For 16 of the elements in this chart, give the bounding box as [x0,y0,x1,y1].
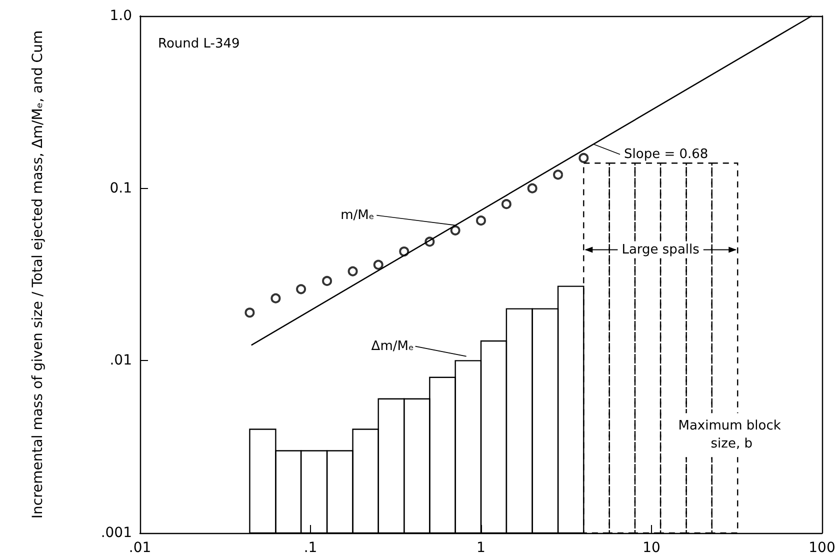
annotation: Round L-349 [158,36,240,52]
x-tick-label: .01 [128,540,152,555]
annotation: Maximum block size, b [678,418,786,452]
annotation: Large spalls [622,242,700,258]
annotation: Δm/Mₑ [371,338,414,354]
y-tick-label: 0.1 [110,180,132,196]
y-tick-label: .01 [110,352,132,369]
y-tick-label: .001 [100,525,132,541]
x-tick-label: 10 [642,540,660,555]
x-tick-label: .1 [304,540,318,555]
y-axis-title: Incremental mass of given size / Total ejected mass, Δm/Mₑ, and Cum [30,30,46,519]
y-tick-label: 1.0 [110,8,132,24]
x-tick-label: 100 [808,540,836,555]
x-tick-label: 1 [476,540,486,555]
annotation: m/Mₑ [340,208,374,223]
annotation: Slope = 0.68 [624,146,708,162]
